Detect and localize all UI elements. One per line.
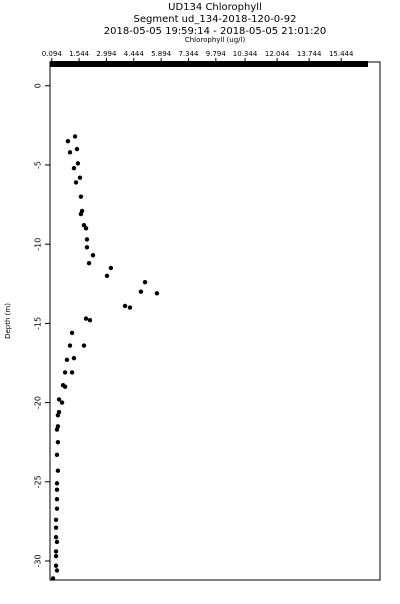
data-point xyxy=(53,563,59,568)
data-point xyxy=(73,180,79,185)
x-tick-label: 0.094 xyxy=(42,50,63,58)
x-axis-label: Chlorophyll (ug/l) xyxy=(185,36,246,44)
y-tick-label: -15 xyxy=(34,317,43,330)
x-tick-label: 13.744 xyxy=(297,50,322,58)
time-range: 2018-05-05 19:59:14 - 2018-05-05 21:01:2… xyxy=(104,26,326,37)
data-point xyxy=(69,370,75,375)
y-tick-label: -5 xyxy=(34,161,43,169)
data-point xyxy=(56,397,62,402)
x-tick-label: 5.894 xyxy=(151,50,172,58)
data-point xyxy=(86,260,92,266)
chart-subtitle: Segment ud_134-2018-120-0-92 xyxy=(133,14,296,25)
y-tick-label: 0 xyxy=(34,83,43,88)
data-point xyxy=(62,384,68,389)
x-tick-label: 4.444 xyxy=(124,50,145,58)
data-point xyxy=(83,316,89,321)
data-point xyxy=(53,525,59,530)
x-tick-label: 2.994 xyxy=(96,50,117,58)
data-point xyxy=(84,245,90,250)
data-point xyxy=(54,539,60,545)
data-point xyxy=(77,175,83,180)
data-point xyxy=(50,576,56,581)
y-tick-label: -20 xyxy=(34,396,43,409)
data-point xyxy=(84,237,90,242)
data-point xyxy=(108,265,114,271)
data-point xyxy=(69,330,75,336)
data-point xyxy=(54,506,60,511)
y-tick-label: -25 xyxy=(34,475,43,488)
data-point xyxy=(53,517,59,523)
data-point xyxy=(81,222,87,228)
data-point xyxy=(122,303,128,309)
data-point xyxy=(67,150,73,155)
x-tick-label: 1.544 xyxy=(69,50,90,58)
data-point xyxy=(53,549,59,554)
data-point xyxy=(53,554,59,559)
y-axis-label: Depth (m) xyxy=(4,303,12,339)
data-point xyxy=(55,439,61,445)
data-point xyxy=(64,357,70,363)
data-point xyxy=(83,226,89,231)
data-point xyxy=(59,400,65,405)
data-point xyxy=(74,146,80,152)
y-tick-label: -30 xyxy=(34,554,43,567)
data-point xyxy=(54,487,60,492)
x-tick-label: 7.344 xyxy=(178,50,199,58)
data-point xyxy=(65,139,71,144)
data-point xyxy=(71,356,77,361)
data-point xyxy=(81,343,87,348)
data-point xyxy=(104,273,110,279)
data-point xyxy=(127,305,133,310)
data-point xyxy=(72,134,78,139)
data-point xyxy=(54,427,60,432)
y-tick-label: -10 xyxy=(34,238,43,251)
data-point xyxy=(62,370,68,375)
data-point xyxy=(54,452,60,458)
data-point xyxy=(71,165,77,171)
data-point xyxy=(53,535,59,540)
x-tick-label: 10.344 xyxy=(233,50,258,58)
data-point xyxy=(67,343,73,348)
chart-title: UD134 Chlorophyll xyxy=(168,2,262,13)
x-tick-label: 9.794 xyxy=(206,50,227,58)
data-point xyxy=(75,161,81,166)
data-point xyxy=(87,318,93,323)
data-point xyxy=(54,568,60,573)
plot-frame xyxy=(49,61,381,581)
data-point xyxy=(78,194,84,199)
top-axis-bar xyxy=(50,61,368,67)
data-point xyxy=(78,211,84,217)
data-point xyxy=(90,253,96,258)
data-point xyxy=(54,481,60,486)
data-point xyxy=(142,279,148,285)
data-point xyxy=(54,497,60,502)
data-point xyxy=(154,291,160,296)
data-point xyxy=(55,413,61,418)
x-tick-label: 12.044 xyxy=(265,50,290,58)
data-point xyxy=(138,289,144,294)
x-tick-label: 15.444 xyxy=(329,50,354,58)
data-point xyxy=(55,468,61,473)
